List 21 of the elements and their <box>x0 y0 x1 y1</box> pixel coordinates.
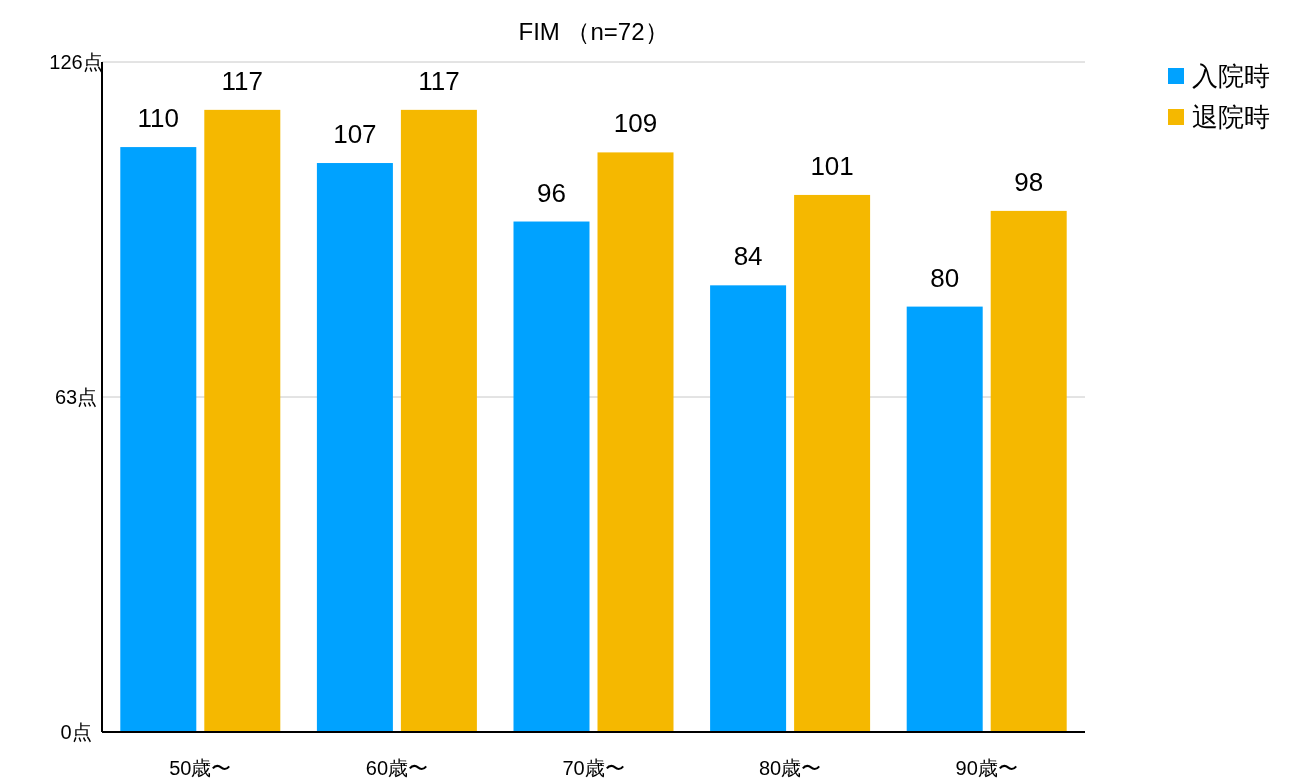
xtick: 90歳〜 <box>955 757 1018 779</box>
xtick: 50歳〜 <box>169 757 232 779</box>
legend-label: 入院時 <box>1192 61 1270 91</box>
title: FIM （n=72） <box>518 18 669 45</box>
ytick: 63点 <box>54 386 98 408</box>
data-label: 101 <box>810 150 854 181</box>
xtick: 80歳〜 <box>758 757 822 779</box>
data-label: 80 <box>930 262 960 293</box>
data-label: 117 <box>221 65 264 96</box>
ytick: 126点 <box>49 51 103 73</box>
data-label: 117 <box>418 65 460 96</box>
ytick: 0点 <box>60 721 92 743</box>
data-label: 96 <box>537 177 566 208</box>
data-label: 98 <box>1014 166 1044 197</box>
data-label: 109 <box>613 108 658 139</box>
data-label: 107 <box>333 119 377 150</box>
xtick: 60歳〜 <box>365 757 428 779</box>
data-label: 84 <box>733 241 763 272</box>
legend-label: 退院時 <box>1192 102 1270 132</box>
data-label: 110 <box>137 103 180 134</box>
xtick: 70歳〜 <box>562 757 625 779</box>
